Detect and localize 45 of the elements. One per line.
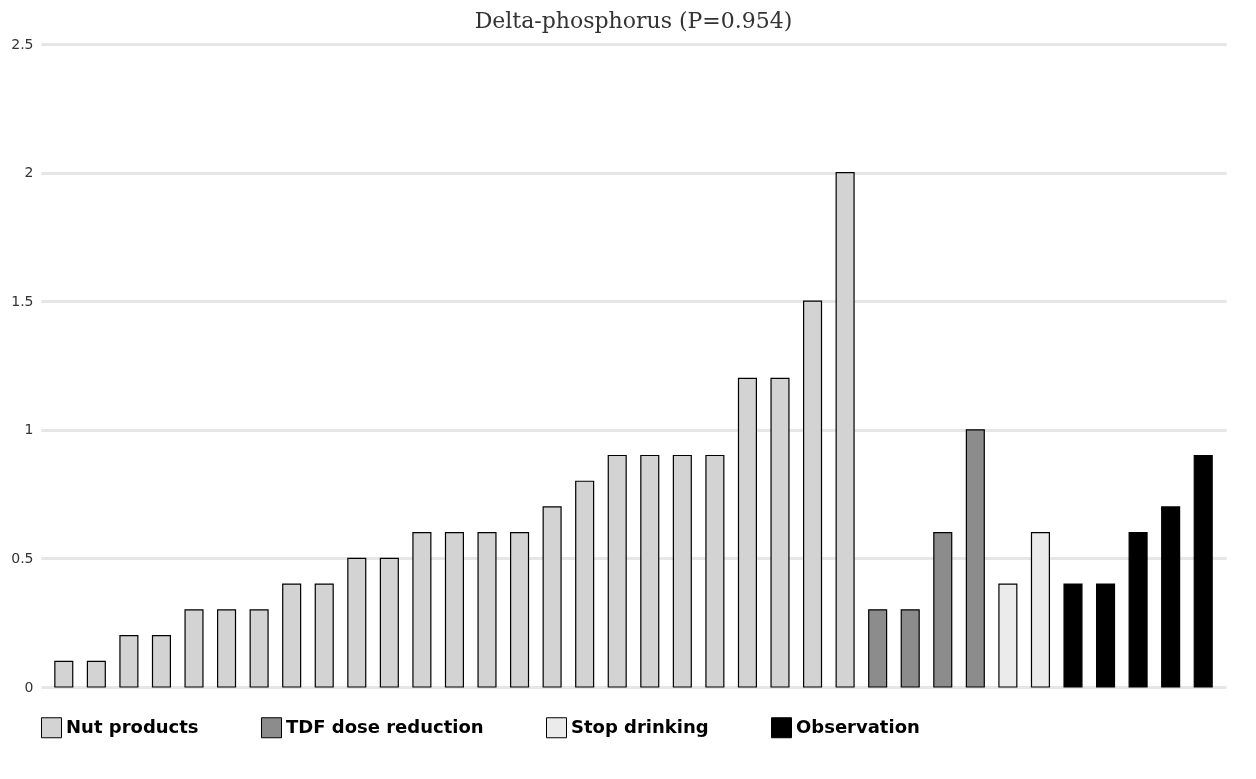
- bar: [705, 454, 725, 688]
- bar: [1063, 583, 1083, 688]
- y-tick-label: 0.5: [11, 549, 34, 566]
- bar: [900, 609, 920, 688]
- bar: [1128, 532, 1148, 688]
- bar: [607, 454, 627, 688]
- bar: [379, 557, 399, 688]
- bar: [965, 429, 985, 688]
- bar: [184, 609, 204, 688]
- legend-label: Observation: [796, 715, 920, 737]
- y-tick-label: 0: [24, 678, 34, 695]
- bar: [737, 377, 757, 688]
- bar: [1193, 454, 1213, 688]
- bar: [835, 172, 855, 688]
- bar: [1095, 583, 1116, 688]
- bar: [868, 609, 888, 688]
- bar: [672, 454, 692, 688]
- chart-title: Delta-phosphorus (P=0.954): [474, 8, 793, 33]
- bar: [803, 300, 823, 688]
- bar: [477, 532, 497, 688]
- bar: [151, 634, 172, 688]
- bar: [119, 634, 139, 688]
- bar: [933, 532, 953, 688]
- bar: [444, 532, 464, 688]
- bar: [54, 660, 74, 688]
- bar: [770, 377, 790, 688]
- bar: [217, 609, 237, 688]
- bar: [249, 609, 269, 688]
- legend-label: TDF dose reduction: [286, 715, 484, 737]
- bar: [575, 480, 595, 688]
- bar: [86, 660, 106, 688]
- bar: [347, 557, 367, 688]
- legend-label: Nut products: [66, 715, 199, 737]
- y-tick-label: 2.5: [11, 35, 34, 52]
- bar: [1161, 506, 1181, 688]
- bar: [542, 506, 562, 688]
- y-tick-label: 1: [24, 421, 34, 438]
- y-tick-label: 2: [24, 164, 34, 181]
- legend-label: Stop drinking: [571, 715, 709, 737]
- bar: [314, 583, 334, 688]
- bar: [640, 454, 660, 688]
- y-tick-label: 1.5: [11, 292, 34, 309]
- bar: [412, 532, 432, 688]
- bar: [282, 583, 302, 688]
- bar: [510, 532, 530, 688]
